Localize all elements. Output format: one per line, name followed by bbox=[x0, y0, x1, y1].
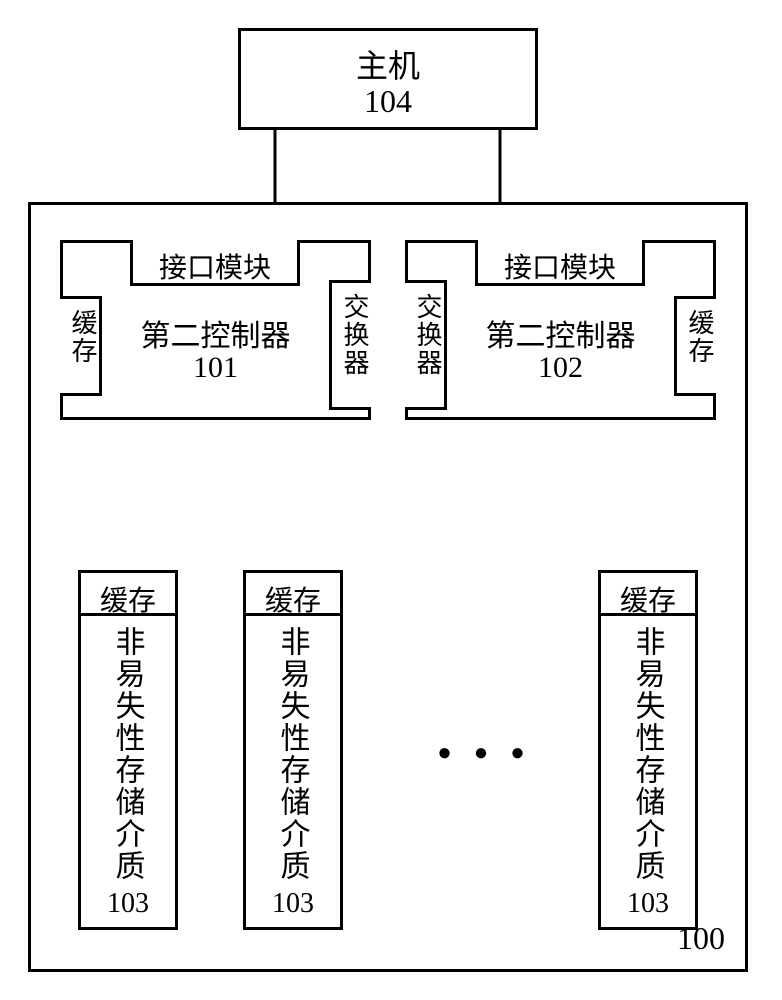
controller-right-label: 第二控制器 bbox=[458, 311, 663, 355]
nvm-body-2: 非易失性存储介质 bbox=[273, 626, 311, 882]
interface-module-left-label: 接口模块 bbox=[133, 246, 297, 286]
cache-right-label: 缓存 bbox=[681, 309, 718, 365]
nvm-cache-1-label: 缓存 bbox=[81, 579, 175, 619]
interface-module-right: 接口模块 bbox=[475, 240, 645, 286]
nvm-body-1: 非易失性存储介质 bbox=[108, 626, 146, 882]
nvm-body-3: 非易失性存储介质 bbox=[628, 626, 666, 882]
nvm-cache-1: 缓存 bbox=[78, 570, 178, 616]
nvm-num-1: 103 bbox=[78, 888, 178, 920]
cache-left-label: 缓存 bbox=[64, 309, 101, 365]
switch-right-label: 交换器 bbox=[409, 293, 446, 377]
controller-right-num: 102 bbox=[458, 351, 663, 385]
controller-left-label: 第二控制器 bbox=[113, 311, 318, 355]
nvm-cache-3: 缓存 bbox=[598, 570, 698, 616]
interface-module-right-label: 接口模块 bbox=[478, 246, 642, 286]
switch-left-label: 交换器 bbox=[336, 293, 373, 377]
cache-right: 缓存 bbox=[674, 296, 716, 396]
host-label: 主机 bbox=[241, 41, 535, 87]
interface-module-left: 接口模块 bbox=[130, 240, 300, 286]
nvm-num-2: 103 bbox=[243, 888, 343, 920]
nvm-cache-2: 缓存 bbox=[243, 570, 343, 616]
nvm-cache-3-label: 缓存 bbox=[601, 579, 695, 619]
controller-left-num: 101 bbox=[113, 351, 318, 385]
nvm-num-3: 103 bbox=[598, 888, 698, 920]
cache-left: 缓存 bbox=[60, 296, 102, 396]
ellipsis: ● ● ● bbox=[400, 740, 570, 767]
host-num: 104 bbox=[241, 83, 535, 120]
switch-left: 交换器 bbox=[329, 280, 371, 410]
host-box: 主机 104 bbox=[238, 28, 538, 130]
nvm-cache-2-label: 缓存 bbox=[246, 579, 340, 619]
switch-right: 交换器 bbox=[405, 280, 447, 410]
